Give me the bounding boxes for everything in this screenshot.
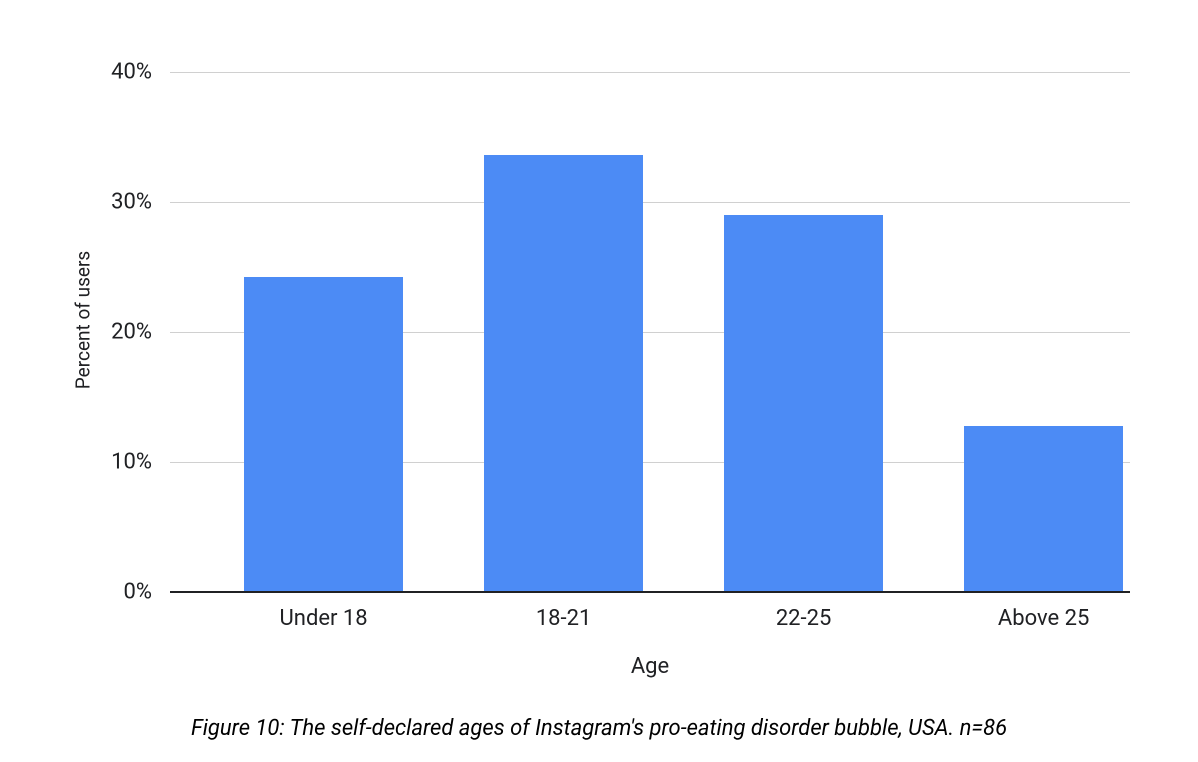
x-axis-baseline	[170, 591, 1130, 593]
bar	[244, 277, 402, 592]
bar	[724, 215, 882, 592]
y-tick-label: 40%	[111, 60, 152, 85]
x-tick-label: 22-25	[776, 606, 832, 631]
y-tick-label: 0%	[124, 580, 152, 605]
y-tick-label: 30%	[111, 190, 152, 215]
x-axis-title: Age	[170, 654, 1130, 679]
y-axis-title: Percent of users	[72, 251, 95, 389]
bars-layer	[170, 72, 1130, 592]
chart-container: Percent of users 0%10%20%30%40%Under 181…	[0, 0, 1198, 762]
x-tick-label: Above 25	[998, 606, 1089, 631]
plot-area: 0%10%20%30%40%Under 1818-2122-25Above 25	[170, 72, 1130, 592]
x-tick-label: Under 18	[280, 606, 368, 631]
y-tick-label: 10%	[111, 450, 152, 475]
x-tick-label: 18-21	[536, 606, 592, 631]
bar	[484, 155, 642, 592]
figure-caption: Figure 10: The self-declared ages of Ins…	[0, 716, 1198, 741]
y-tick-label: 20%	[111, 320, 152, 345]
bar	[964, 426, 1122, 592]
